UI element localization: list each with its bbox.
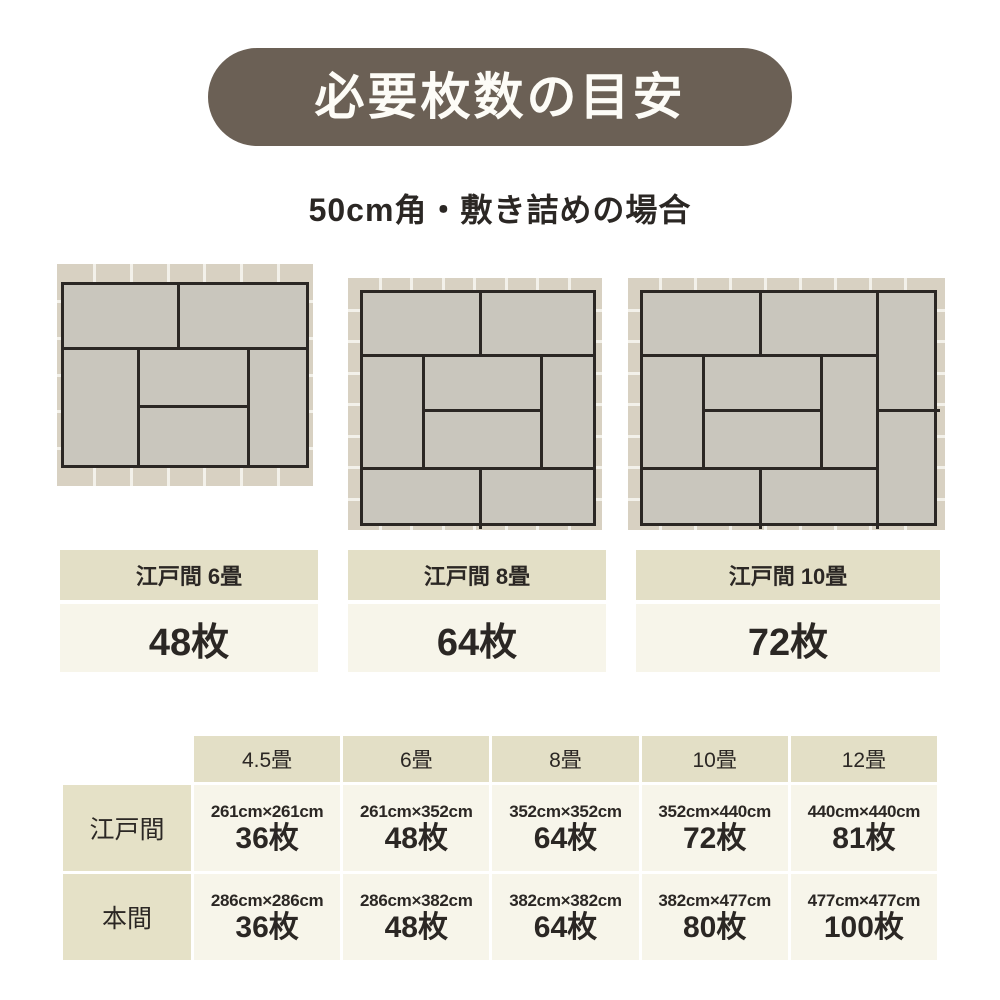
cell-dimension: 261cm×352cm (360, 802, 473, 822)
tile-field-6jo (57, 264, 313, 486)
cell-honma-8jo: 382cm×382cm 64枚 (492, 874, 639, 960)
diagram-edoma-6jo (57, 264, 313, 486)
table-corner-cell (63, 736, 191, 782)
card-count-10jo: 72枚 (636, 604, 940, 672)
cell-dimension: 382cm×382cm (509, 891, 622, 911)
tile-field-10jo (628, 278, 945, 530)
cell-count: 48枚 (384, 822, 448, 856)
tile-field-8jo (348, 278, 602, 530)
table-header: 4.5畳 6畳 8畳 10畳 12畳 (63, 736, 937, 782)
table-row-edoma: 江戸間 261cm×261cm 36枚 261cm×352cm 48枚 352c… (63, 785, 937, 871)
cell-dimension: 352cm×352cm (509, 802, 622, 822)
column-header-3: 10畳 (641, 736, 788, 782)
diagram-edoma-10jo (628, 278, 945, 530)
page-title-banner: 必要枚数の目安 (208, 48, 792, 146)
column-header-0: 4.5畳 (194, 736, 341, 782)
cell-dimension: 382cm×477cm (658, 891, 771, 911)
room-outline-10jo (640, 290, 940, 529)
column-header-2: 8畳 (492, 736, 639, 782)
cell-dimension: 352cm×440cm (658, 802, 771, 822)
diagram-edoma-8jo (348, 278, 602, 530)
cell-edoma-12jo: 440cm×440cm 81枚 (790, 785, 937, 871)
cell-honma-4_5jo: 286cm×286cm 36枚 (194, 874, 341, 960)
card-head-6jo: 江戸間 6畳 (60, 550, 318, 600)
cell-edoma-4_5jo: 261cm×261cm 36枚 (194, 785, 341, 871)
card-edoma-8jo: 江戸間 8畳 64枚 (348, 550, 606, 672)
cell-dimension: 440cm×440cm (807, 802, 921, 822)
page-subtitle: 50cm角・敷き詰めの場合 (308, 192, 692, 228)
card-head-8jo: 江戸間 8畳 (348, 550, 606, 600)
table-header-row: 4.5畳 6畳 8畳 10畳 12畳 (63, 736, 937, 782)
column-header-4: 12畳 (790, 736, 937, 782)
cell-count: 100枚 (823, 911, 904, 945)
cell-count: 64枚 (533, 822, 598, 856)
table-row-honma: 本間 286cm×286cm 36枚 286cm×382cm 48枚 382cm… (63, 874, 937, 960)
cell-count: 36枚 (235, 822, 299, 856)
cell-honma-10jo: 382cm×477cm 80枚 (641, 874, 788, 960)
card-edoma-6jo: 江戸間 6畳 48枚 (60, 550, 318, 672)
cell-honma-12jo: 477cm×477cm 100枚 (790, 874, 937, 960)
cell-count: 64枚 (533, 911, 598, 945)
cell-count: 48枚 (384, 911, 448, 945)
cell-honma-6jo: 286cm×382cm 48枚 (343, 874, 490, 960)
cell-dimension: 477cm×477cm (807, 891, 921, 911)
cell-dimension: 286cm×286cm (210, 891, 324, 911)
page-title: 必要枚数の目安 (314, 69, 686, 125)
cell-edoma-6jo: 261cm×352cm 48枚 (343, 785, 490, 871)
cell-dimension: 286cm×382cm (360, 891, 473, 911)
card-count-8jo: 64枚 (348, 604, 606, 672)
size-count-table: 4.5畳 6畳 8畳 10畳 12畳 江戸間 261cm×261cm 36枚 2… (60, 733, 940, 963)
column-header-1: 6畳 (343, 736, 490, 782)
room-outline-6jo (61, 282, 309, 468)
table-body: 江戸間 261cm×261cm 36枚 261cm×352cm 48枚 352c… (63, 785, 937, 960)
row-header-honma: 本間 (63, 874, 191, 960)
cell-edoma-10jo: 352cm×440cm 72枚 (641, 785, 788, 871)
card-count-6jo: 48枚 (60, 604, 318, 672)
card-head-10jo: 江戸間 10畳 (636, 550, 940, 600)
cell-count: 36枚 (235, 911, 299, 945)
room-outline-8jo (360, 290, 596, 529)
cell-count: 80枚 (682, 911, 747, 945)
cell-dimension: 261cm×261cm (210, 802, 324, 822)
cell-count: 81枚 (832, 822, 896, 856)
card-edoma-10jo: 江戸間 10畳 72枚 (636, 550, 940, 672)
cell-count: 72枚 (682, 822, 747, 856)
row-header-edoma: 江戸間 (63, 785, 191, 871)
cell-edoma-8jo: 352cm×352cm 64枚 (492, 785, 639, 871)
